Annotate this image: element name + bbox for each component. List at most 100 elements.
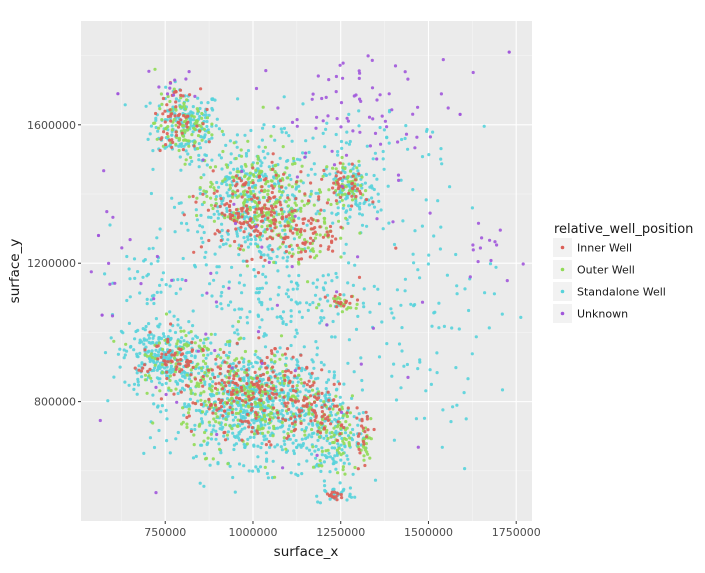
- data-point: [271, 434, 275, 438]
- data-point: [338, 395, 342, 399]
- data-point: [335, 453, 339, 457]
- data-point: [237, 462, 242, 466]
- data-point: [284, 450, 288, 454]
- data-point: [158, 227, 162, 231]
- data-point: [286, 288, 290, 292]
- data-point: [263, 423, 267, 427]
- data-point: [220, 129, 224, 133]
- data-point: [169, 322, 173, 326]
- data-point: [277, 212, 281, 216]
- data-point: [353, 178, 358, 182]
- data-point: [240, 169, 244, 174]
- data-point: [200, 443, 204, 447]
- data-point: [271, 218, 275, 222]
- data-point: [240, 195, 244, 199]
- data-point: [274, 396, 278, 400]
- data-point: [201, 410, 205, 414]
- data-point: [313, 230, 317, 234]
- data-point: [217, 421, 221, 425]
- data-point: [180, 422, 184, 426]
- data-point: [198, 481, 202, 485]
- data-point: [336, 411, 340, 415]
- data-point: [220, 427, 224, 431]
- data-point: [191, 456, 196, 460]
- data-point: [437, 301, 441, 305]
- data-point: [356, 314, 360, 318]
- data-point: [288, 424, 292, 428]
- data-point: [274, 205, 278, 209]
- data-point: [339, 255, 343, 259]
- data-point: [286, 224, 290, 228]
- data-point: [282, 381, 286, 385]
- data-point: [326, 114, 330, 118]
- data-point: [270, 307, 274, 311]
- data-point: [297, 235, 302, 239]
- data-point: [213, 232, 217, 236]
- data-point: [330, 279, 334, 283]
- data-point: [360, 419, 364, 423]
- data-point: [344, 153, 349, 157]
- data-point: [256, 355, 260, 359]
- data-point: [392, 316, 396, 320]
- data-point: [273, 226, 277, 230]
- data-point: [206, 128, 210, 132]
- data-point: [276, 376, 280, 380]
- data-point: [312, 366, 316, 370]
- data-point: [348, 436, 352, 440]
- data-point: [311, 360, 315, 364]
- data-point: [474, 335, 478, 339]
- data-point: [343, 431, 348, 435]
- data-point: [231, 475, 235, 480]
- data-point: [214, 437, 218, 441]
- data-point: [157, 104, 161, 108]
- data-point: [211, 206, 215, 211]
- data-point: [357, 275, 362, 279]
- data-point: [263, 465, 267, 469]
- data-point: [204, 190, 209, 194]
- data-point: [342, 293, 346, 297]
- data-point: [280, 401, 284, 406]
- data-point: [413, 229, 417, 233]
- data-point: [173, 230, 177, 234]
- data-point: [239, 407, 243, 411]
- data-point: [179, 93, 183, 97]
- data-point: [180, 105, 184, 109]
- data-point: [183, 120, 187, 124]
- data-point: [343, 170, 347, 175]
- data-point: [325, 492, 330, 496]
- data-point: [362, 458, 366, 462]
- data-point: [197, 158, 201, 162]
- data-point: [327, 407, 331, 411]
- data-point: [255, 381, 259, 385]
- data-point: [305, 383, 309, 387]
- data-point: [177, 99, 181, 103]
- data-point: [284, 215, 288, 219]
- data-point: [233, 490, 237, 494]
- data-point: [478, 246, 482, 250]
- data-point: [239, 419, 243, 423]
- data-point: [228, 171, 232, 175]
- data-point: [152, 293, 156, 297]
- data-point: [299, 179, 303, 183]
- data-point: [253, 353, 257, 357]
- legend-item: Outer Well: [553, 260, 635, 279]
- data-point: [198, 146, 203, 150]
- data-point: [309, 192, 313, 196]
- data-point: [324, 434, 329, 438]
- data-point: [197, 344, 201, 348]
- data-point: [307, 379, 311, 383]
- data-point: [300, 315, 304, 319]
- data-point: [338, 293, 342, 297]
- data-point: [205, 374, 209, 378]
- data-point: [207, 400, 211, 404]
- data-point: [285, 259, 289, 263]
- data-point: [293, 420, 297, 424]
- data-point: [162, 334, 166, 338]
- data-point: [145, 297, 149, 301]
- data-point: [270, 391, 274, 395]
- data-point: [180, 386, 185, 390]
- data-point: [318, 225, 322, 229]
- data-point: [217, 381, 221, 385]
- data-point: [156, 324, 160, 328]
- data-point: [279, 127, 283, 131]
